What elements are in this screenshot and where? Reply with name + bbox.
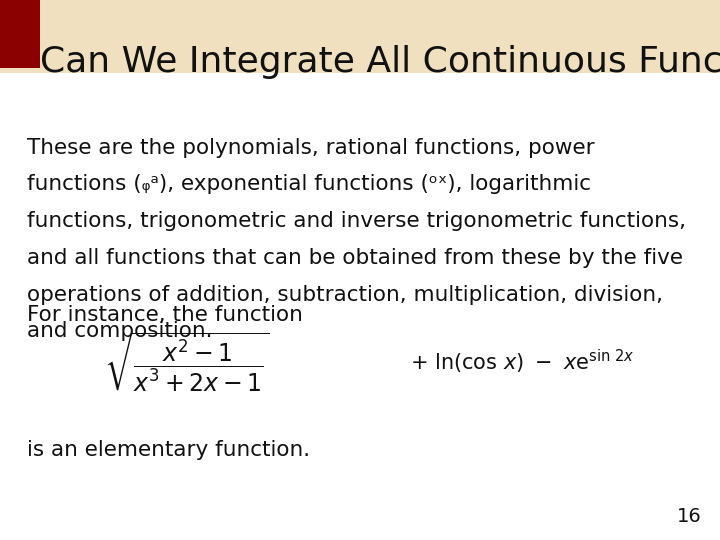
Text: functions, trigonometric and inverse trigonometric functions,: functions, trigonometric and inverse tri… — [27, 211, 686, 231]
Text: For instance, the function: For instance, the function — [27, 305, 303, 325]
Text: and composition.: and composition. — [27, 321, 213, 341]
Text: 16: 16 — [678, 508, 702, 526]
Text: $\sqrt{\dfrac{x^2-1}{x^3+2x-1}}$: $\sqrt{\dfrac{x^2-1}{x^3+2x-1}}$ — [104, 330, 270, 394]
Text: These are the polynomials, rational functions, power: These are the polynomials, rational func… — [27, 138, 595, 158]
FancyBboxPatch shape — [0, 0, 40, 68]
Text: operations of addition, subtraction, multiplication, division,: operations of addition, subtraction, mul… — [27, 285, 663, 305]
Text: and all functions that can be obtained from these by the five: and all functions that can be obtained f… — [27, 248, 683, 268]
Text: is an elementary function.: is an elementary function. — [27, 440, 310, 460]
FancyBboxPatch shape — [0, 0, 720, 73]
Text: $\mathrm{+\ ln(cos}\ x\mathrm{)\ -\ }x\mathrm{e}^{\mathrm{sin\ 2}x}$: $\mathrm{+\ ln(cos}\ x\mathrm{)\ -\ }x\m… — [410, 348, 634, 376]
Text: Can We Integrate All Continuous Functions?: Can We Integrate All Continuous Function… — [40, 45, 720, 79]
Text: functions (ᵩᵃ), exponential functions (ᵒˣ), logarithmic: functions (ᵩᵃ), exponential functions (ᵒ… — [27, 174, 591, 194]
